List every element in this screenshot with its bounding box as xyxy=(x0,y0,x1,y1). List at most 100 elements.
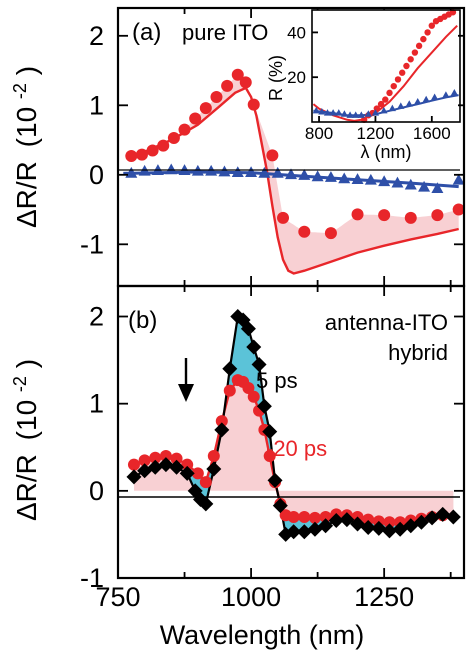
inset-blue-point xyxy=(318,108,326,115)
inset-y-tick-label: 20 xyxy=(287,68,306,87)
inset-red-point xyxy=(415,42,423,50)
panel-b-black-point xyxy=(286,524,302,540)
panel-a-blue-point xyxy=(125,166,138,178)
panel-b-black-point xyxy=(272,498,288,514)
panel-a-y-label-close: ) xyxy=(11,66,42,75)
panel-a-blue-point xyxy=(378,175,391,187)
panel-b-black-point xyxy=(381,523,397,539)
inset-blue-point xyxy=(405,100,413,107)
inset-blue-point xyxy=(323,109,332,116)
panel-a-red-point xyxy=(221,79,234,92)
panel-a-blue-point xyxy=(452,173,465,185)
panel-a-red-point xyxy=(452,203,465,216)
panel-a-red-point xyxy=(277,211,290,224)
panel-b-red-point xyxy=(181,458,194,471)
inset-ticks: 40 20 800 1200 1600 xyxy=(287,23,451,143)
panel-a-y-label-unit: (10 xyxy=(11,107,42,147)
panel-a-blue-point xyxy=(324,171,337,182)
inset-blue-point xyxy=(364,110,372,117)
panel-b-red-point xyxy=(263,449,276,462)
panel-b-red-point xyxy=(149,451,162,464)
panel-b-black-point xyxy=(328,512,344,528)
arrow-marker xyxy=(178,358,194,402)
panel-a-y-tick-label: 2 xyxy=(89,21,104,51)
panel-a-red-point xyxy=(210,90,223,103)
inset-red-point xyxy=(407,56,414,63)
panel-a-y-label-exp: -2 xyxy=(10,83,30,99)
panel-b-red-point xyxy=(247,390,260,403)
panel-b-annotation-line2: hybrid xyxy=(388,340,448,365)
panel-a-fill xyxy=(131,74,459,274)
panel-a-blue-point xyxy=(165,163,178,175)
panel-b-red-point xyxy=(159,449,172,462)
panel-a-y-label: ΔR/R (10 -2 ) xyxy=(10,66,42,228)
panel-b-cyan-area xyxy=(216,316,281,506)
panel-b-y-tick-label: 2 xyxy=(89,302,104,332)
panel-b-markers xyxy=(126,309,461,542)
label-5ps: 5 ps xyxy=(256,368,298,393)
panel-b-red-point xyxy=(207,449,220,462)
panel-b-black-point xyxy=(445,509,461,525)
inset-blue-point xyxy=(380,106,388,114)
x-tick-label: 1000 xyxy=(221,582,281,612)
panel-b-red-point xyxy=(308,511,321,524)
panel-b-black-point xyxy=(296,524,312,540)
inset-x-label: λ (nm) xyxy=(361,142,412,162)
panel-a-red-point xyxy=(266,149,279,162)
panel-a-red-point xyxy=(125,150,138,163)
panel-b-black-point xyxy=(126,469,142,485)
inset-blue-point xyxy=(340,110,349,117)
inset-blue-point xyxy=(329,109,337,116)
inset-blue-point xyxy=(450,88,458,96)
panel-b-black-point xyxy=(371,520,387,536)
panel-a: 2 1 0 -1 (a) pure ITO xyxy=(80,6,466,288)
panel-a-blue-point xyxy=(271,166,284,178)
panel-b-black-point xyxy=(413,514,429,530)
panel-b-black-point xyxy=(360,519,376,535)
panel-a-blue-point xyxy=(258,166,271,178)
panel-b-y-label-exp: -2 xyxy=(10,376,30,392)
panel-b-black-point xyxy=(256,398,272,414)
panel-a-blue-point xyxy=(431,182,444,194)
panel-a-annotation: pure ITO xyxy=(182,20,268,45)
panel-b-red-point xyxy=(127,458,140,471)
panel-b-black-point xyxy=(169,459,185,475)
svg-text:ΔR/R (10 -2: ΔR/R (10 -2 ) xyxy=(1,359,42,521)
panel-a-red-point xyxy=(247,98,260,111)
panel-a-red-point xyxy=(157,139,170,152)
panel-b-red-point xyxy=(223,384,236,397)
panel-a-red-point xyxy=(167,131,180,144)
inset-blue-point xyxy=(357,111,365,118)
panel-a-markers xyxy=(125,68,465,240)
panel-b-black-point xyxy=(251,356,267,372)
panel-a-blue-point xyxy=(391,176,404,188)
panel-a-blue-point xyxy=(351,173,364,184)
panel-b-y-tick-label: -1 xyxy=(80,563,104,593)
inset-blue-point xyxy=(422,95,430,103)
panel-b-black-point xyxy=(339,512,355,528)
panel-b-black-point xyxy=(424,510,440,526)
panel-a-red-point xyxy=(189,112,202,125)
panel-a-blue-point xyxy=(285,168,297,180)
panel-a-y-tick-label: 0 xyxy=(89,160,104,190)
panel-b-black-point xyxy=(246,339,262,355)
panel-a-y-ticks: 2 1 0 -1 xyxy=(80,21,464,259)
inset-y-tick-label: 40 xyxy=(287,23,306,42)
panel-a-y-label-main: ΔR/R xyxy=(11,161,42,228)
panel-b-red-point xyxy=(362,513,375,526)
panel-a-blue-point xyxy=(404,178,417,190)
inset-red-point xyxy=(386,89,393,97)
panel-a-red-point xyxy=(404,211,417,224)
panel-b-red-point xyxy=(199,476,212,489)
x-tick-label: 1250 xyxy=(354,582,414,612)
inset-blue-point xyxy=(371,109,380,116)
panel-b-black-point xyxy=(214,422,230,438)
inset-blue-point xyxy=(335,109,343,116)
panel-b-black-point xyxy=(262,424,278,440)
panel-a-red-model-line xyxy=(128,86,459,275)
panel-b-black-point xyxy=(240,321,256,337)
panel-a-blue-point xyxy=(298,169,311,180)
panel-a-red-point xyxy=(231,68,244,81)
panel-b: 2 1 0 -1 750 1000 1250 (b) antenna-ITO hybrid… xyxy=(80,284,466,612)
